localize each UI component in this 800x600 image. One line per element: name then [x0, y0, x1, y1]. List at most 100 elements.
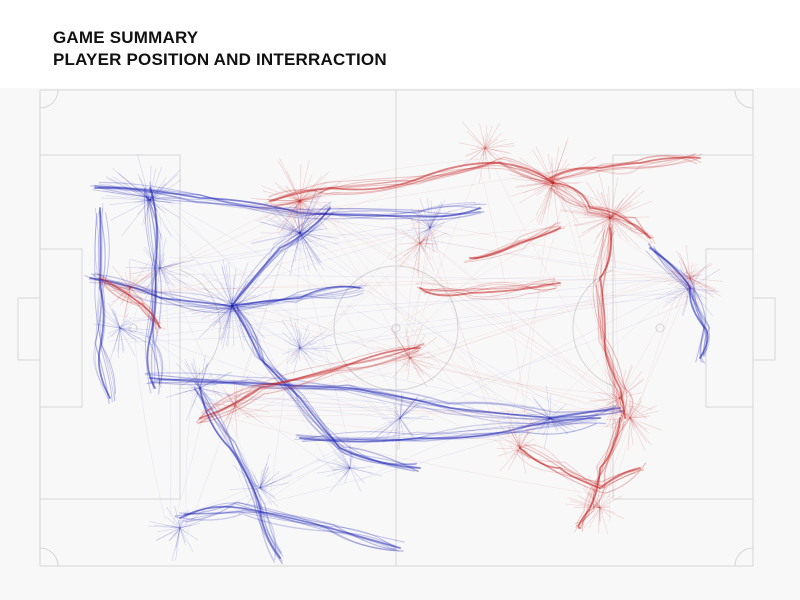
interaction-ray — [149, 199, 158, 211]
interaction-ray — [231, 298, 278, 307]
movement-trail — [653, 245, 708, 357]
interaction-ray — [224, 405, 236, 411]
interaction-ray — [129, 287, 131, 299]
interaction-ray — [234, 399, 239, 407]
interaction-ray — [552, 182, 579, 223]
interaction-ray — [299, 332, 311, 349]
movement-trail — [297, 240, 403, 411]
interaction-ray — [299, 200, 309, 209]
interaction-ray — [125, 267, 161, 269]
interaction-ray — [159, 264, 178, 269]
interaction-ray — [179, 509, 206, 529]
interaction-ray — [519, 444, 529, 449]
page-title: GAME SUMMARY — [53, 28, 199, 47]
interaction-ray — [158, 267, 161, 276]
interaction-ray — [394, 357, 411, 362]
interaction-ray — [679, 268, 691, 289]
interaction-ray — [552, 141, 568, 184]
interaction-ray — [129, 287, 151, 315]
interaction-ray — [381, 417, 401, 419]
interaction-ray — [223, 305, 233, 308]
interaction-ray — [544, 417, 551, 425]
interaction-ray — [427, 197, 431, 229]
movement-trail — [231, 201, 332, 302]
interaction-ray — [282, 347, 301, 355]
interaction-ray — [219, 305, 233, 341]
interaction-ray — [619, 391, 625, 399]
movement-trail — [301, 422, 597, 443]
interaction-ray — [606, 397, 621, 406]
interaction-ray — [149, 190, 155, 201]
interaction-ray — [609, 199, 623, 219]
interaction-ray — [274, 200, 301, 207]
interaction-ray — [675, 277, 691, 288]
interaction-ray — [136, 267, 161, 289]
movement-trail — [199, 347, 421, 419]
interaction-ray — [484, 126, 493, 149]
interaction-ray — [603, 217, 611, 248]
interaction-ray — [179, 527, 186, 546]
movement-trail — [388, 296, 702, 410]
interaction-ray — [231, 299, 235, 307]
interaction-ray — [259, 471, 271, 489]
interaction-ray — [663, 277, 691, 282]
interaction-ray — [484, 145, 515, 149]
interaction-ray — [689, 263, 693, 279]
interaction-ray — [299, 232, 339, 239]
interaction-ray — [465, 147, 486, 156]
movement-trail — [94, 186, 481, 218]
interaction-ray — [232, 465, 261, 489]
movement-trail — [581, 418, 617, 526]
interaction-ray — [623, 417, 631, 427]
interaction-ray — [173, 527, 181, 538]
interaction-ray — [299, 232, 319, 247]
interaction-ray — [629, 415, 650, 419]
interaction-ray — [343, 467, 351, 474]
interaction-ray — [259, 478, 272, 489]
interaction-ray — [299, 232, 322, 264]
interaction-ray — [299, 185, 327, 202]
interaction-ray — [513, 447, 521, 460]
interaction-ray — [656, 287, 691, 300]
interaction-ray — [593, 504, 601, 509]
interaction-ray — [299, 232, 321, 262]
movement-trail — [163, 274, 687, 282]
interaction-ray — [511, 178, 554, 184]
movement-trail — [518, 171, 555, 460]
interaction-ray — [295, 203, 301, 234]
interaction-ray — [349, 465, 356, 469]
movement-trail — [548, 187, 647, 235]
interaction-ray — [299, 200, 315, 203]
movement-trail — [103, 282, 160, 328]
interaction-ray — [568, 205, 611, 219]
movement-trail — [211, 376, 249, 500]
interaction-ray — [496, 447, 521, 449]
interaction-ray — [515, 182, 554, 187]
interaction-ray — [299, 182, 342, 202]
movement-trail — [303, 415, 595, 440]
interaction-ray — [119, 174, 151, 201]
interaction-ray — [519, 157, 554, 184]
interaction-ray — [123, 182, 151, 201]
interaction-ray — [231, 305, 266, 309]
interaction-ray — [224, 305, 233, 310]
interaction-ray — [419, 242, 435, 272]
interaction-ray — [218, 305, 233, 324]
interaction-ray — [599, 507, 602, 523]
interaction-ray — [388, 347, 411, 359]
interaction-ray — [542, 179, 554, 184]
interaction-ray — [137, 199, 151, 203]
interaction-ray — [105, 176, 151, 201]
movement-trail — [171, 278, 221, 296]
interaction-ray — [285, 222, 301, 234]
interaction-ray — [234, 405, 255, 418]
interaction-ray — [579, 200, 611, 219]
interaction-ray — [299, 232, 325, 271]
interaction-ray — [536, 182, 554, 222]
movement-trail — [554, 177, 654, 237]
interaction-ray — [619, 397, 628, 407]
interaction-ray — [689, 287, 696, 298]
interaction-ray — [419, 222, 445, 244]
interaction-ray — [229, 487, 261, 490]
interaction-ray — [537, 170, 554, 184]
